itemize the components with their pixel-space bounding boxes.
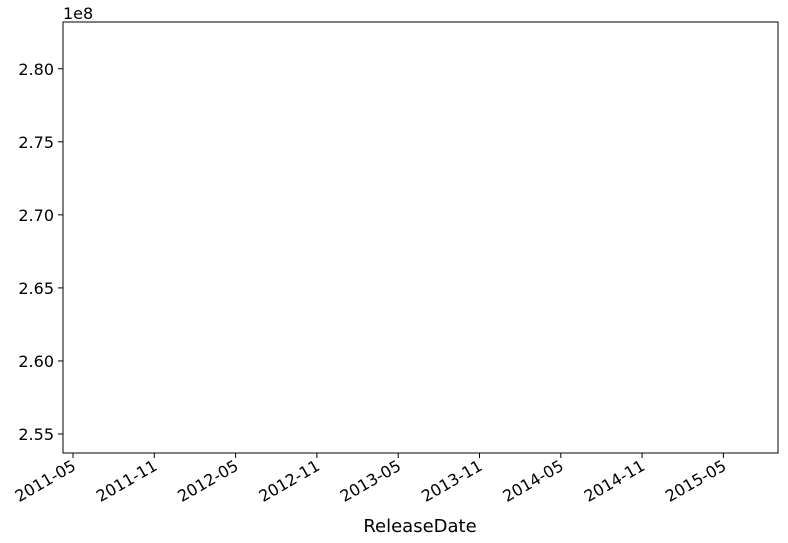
x-tick-label: 2011-05 <box>12 456 79 506</box>
y-tick-label: 2.60 <box>18 352 54 371</box>
y-tick-label: 2.75 <box>18 133 54 152</box>
x-tick-label: 2013-11 <box>418 456 485 506</box>
x-tick-label: 2011-11 <box>93 456 160 506</box>
y-tick-label: 2.80 <box>18 60 54 79</box>
x-tick-label: 2014-05 <box>499 456 566 506</box>
x-tick-label: 2014-11 <box>581 456 648 506</box>
x-tick-label: 2013-05 <box>337 456 404 506</box>
plot-area <box>62 21 779 454</box>
y-tick-label: 2.65 <box>18 279 54 298</box>
x-axis-ticks: 2011-05 2011-11 2012-05 2012-11 2013-05 2013-… <box>12 453 729 506</box>
y-axis-offset-label: 1e8 <box>63 4 93 23</box>
y-tick-label: 2.70 <box>18 206 54 225</box>
y-axis-ticks: 2.55 2.60 2.65 2.70 2.75 2.80 <box>18 60 63 444</box>
x-tick-label: 2012-11 <box>255 456 322 506</box>
x-tick-label: 2012-05 <box>174 456 241 506</box>
x-axis-label: ReleaseDate <box>363 516 476 537</box>
y-tick-label: 2.55 <box>18 425 54 444</box>
x-tick-label: 2015-05 <box>662 456 729 506</box>
